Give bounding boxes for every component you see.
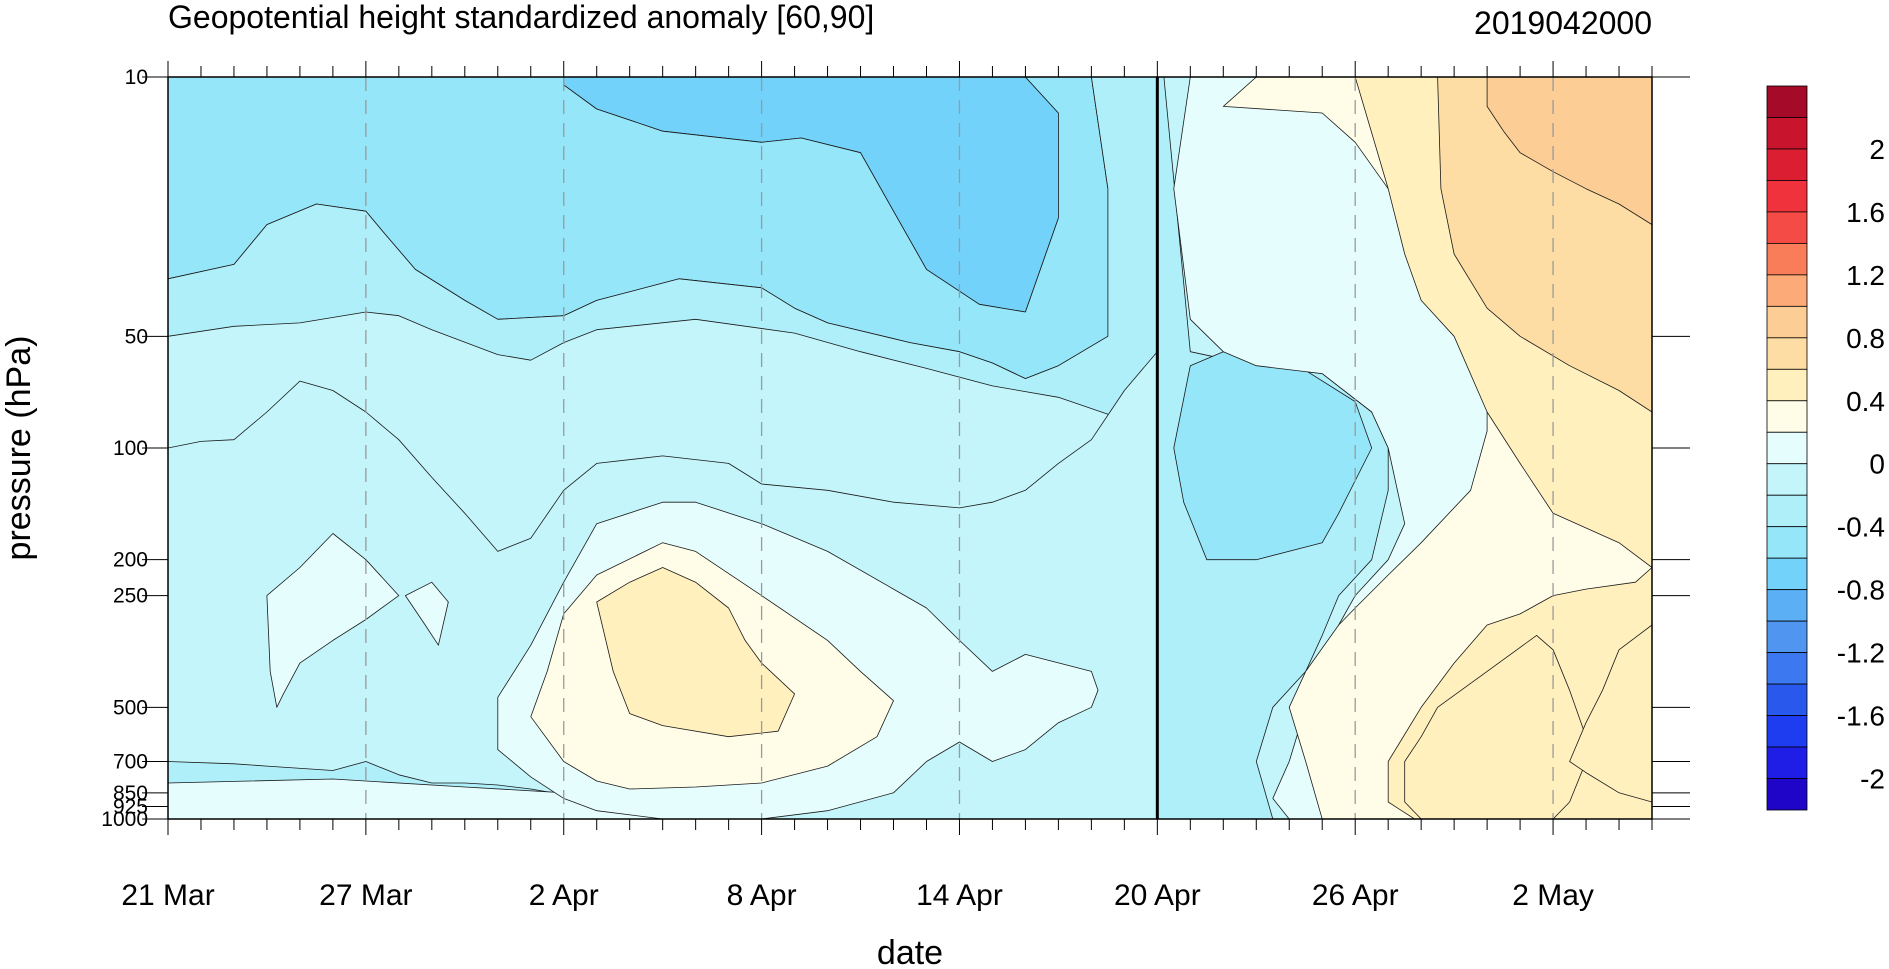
colorbar-label: -0.4: [1837, 512, 1885, 543]
date-gridlines: [365, 77, 1554, 819]
colorbar-swatch: [1766, 526, 1808, 559]
x-tick-label: 26 Apr: [1312, 879, 1399, 912]
y-tick-label: 50: [125, 325, 148, 348]
y-tick-label: 200: [113, 549, 148, 572]
colorbar-swatch: [1766, 652, 1808, 685]
colorbar-swatch: [1766, 148, 1808, 181]
contour-region: [1404, 635, 1587, 819]
colorbar-swatch: [1766, 715, 1808, 748]
x-tick-label: 8 Apr: [727, 879, 797, 912]
contour-region: [1486, 77, 1652, 226]
colorbar-swatch: [1766, 368, 1808, 402]
colorbar-label: 0.8: [1846, 323, 1885, 354]
y-tick-label: 925: [113, 795, 148, 818]
colorbar-swatch: [1766, 117, 1808, 150]
colorbar-label: 0.4: [1846, 386, 1885, 417]
colorbar-label: -2: [1860, 764, 1885, 795]
y-tick-label: 850: [113, 782, 148, 805]
colorbar-swatch: [1766, 431, 1808, 465]
contour-region: [596, 567, 795, 738]
y-tick-label: 700: [113, 751, 148, 774]
contour-region: [1569, 624, 1652, 803]
y-tick-label: 10: [125, 66, 148, 89]
x-tick-label: 20 Apr: [1114, 879, 1201, 912]
colorbar-label: 2: [1869, 134, 1885, 165]
colorbar-swatch: [1766, 589, 1808, 622]
colorbar-swatch: [1766, 211, 1808, 244]
chart-title: Geopotential height standardized anomaly…: [168, 0, 874, 35]
x-tick-label: 2 Apr: [529, 879, 599, 912]
x-axis-label: date: [877, 934, 943, 969]
y-tick-label: 500: [113, 696, 148, 719]
y-axis-label: pressure (hPa): [0, 336, 38, 561]
y-tick-label: 1000: [101, 808, 148, 831]
colorbar-label: 1.2: [1846, 260, 1885, 291]
colorbar-swatch: [1766, 746, 1808, 779]
x-tick-label: 27 Mar: [319, 879, 412, 912]
colorbar-swatch: [1766, 274, 1808, 307]
contour-region: [404, 581, 449, 646]
x-tick-label: 2 May: [1512, 879, 1594, 912]
colorbar-label: -0.8: [1837, 575, 1885, 606]
colorbar-swatch: [1766, 557, 1808, 591]
colorbar-swatch: [1766, 337, 1808, 370]
colorbar-swatch: [1766, 494, 1808, 528]
colorbar-label: -1.2: [1837, 638, 1885, 669]
contour-regions: [168, 77, 1652, 819]
colorbar-swatch: [1766, 305, 1808, 339]
colorbar-label: 0: [1869, 449, 1885, 480]
x-tick-label: 21 Mar: [121, 879, 214, 912]
date-stamp: 2019042000: [1474, 5, 1652, 41]
contour-region: [266, 533, 400, 708]
colorbar-swatch: [1766, 180, 1808, 213]
x-tick-label: 14 Apr: [916, 879, 1003, 912]
contour-region: [168, 77, 1175, 421]
colorbar-label: -1.6: [1837, 701, 1885, 732]
colorbar-swatch: [1766, 620, 1808, 654]
colorbar-swatch: [1766, 778, 1808, 811]
colorbar-swatch: [1766, 683, 1808, 716]
colorbar-swatch: [1766, 463, 1808, 496]
colorbar-swatch: [1766, 242, 1808, 276]
x-tick-labels: 21 Mar 27 Mar 2 Apr 8 Apr 14 Apr 20 Apr 26 Apr…: [121, 879, 1594, 912]
colorbar-swatch: [1766, 400, 1808, 433]
y-tick-label: 250: [113, 585, 148, 608]
colorbar-label: 1.6: [1846, 197, 1885, 228]
y-tick-label: 100: [113, 437, 148, 460]
colorbar: 2 1.6 1.2 0.8 0.4 0 -0.4 -0.8 -1.2 -1.6 -2: [1766, 85, 1885, 811]
colorbar-swatch: [1766, 85, 1808, 118]
axes: [142, 61, 1690, 835]
